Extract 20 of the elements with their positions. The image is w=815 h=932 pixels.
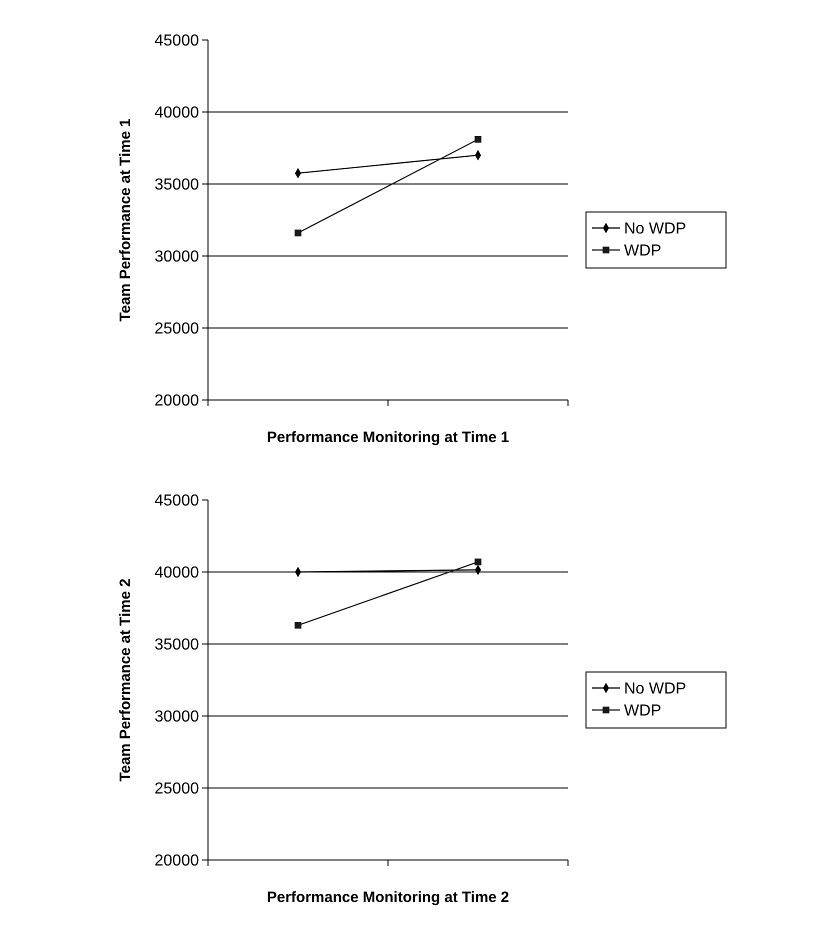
legend-label: WDP — [624, 242, 662, 260]
y-tick-label: 30000 — [154, 708, 200, 726]
y-tick-label: 45000 — [154, 32, 200, 50]
y-tick-label: 20000 — [154, 852, 200, 870]
y-tick-label: 25000 — [154, 320, 200, 338]
legend-label: WDP — [624, 702, 662, 720]
y-tick-label: 40000 — [154, 564, 200, 582]
y-tick-label: 45000 — [154, 492, 200, 510]
y-tick-label: 35000 — [154, 176, 200, 194]
x-axis-title: Performance Monitoring at Time 2 — [266, 889, 510, 906]
legend-label: No WDP — [624, 220, 686, 238]
x-axis-title: Performance Monitoring at Time 1 — [266, 429, 510, 446]
y-tick-label: 30000 — [154, 248, 200, 266]
y-axis-title: Team Performance at Time 1 — [117, 118, 134, 322]
y-tick-label: 20000 — [154, 392, 200, 410]
y-axis-title: Team Performance at Time 2 — [117, 578, 134, 782]
y-tick-label: 25000 — [154, 780, 200, 798]
y-tick-label: 35000 — [154, 636, 200, 654]
y-tick-label: 40000 — [154, 104, 200, 122]
legend-label: No WDP — [624, 680, 686, 698]
